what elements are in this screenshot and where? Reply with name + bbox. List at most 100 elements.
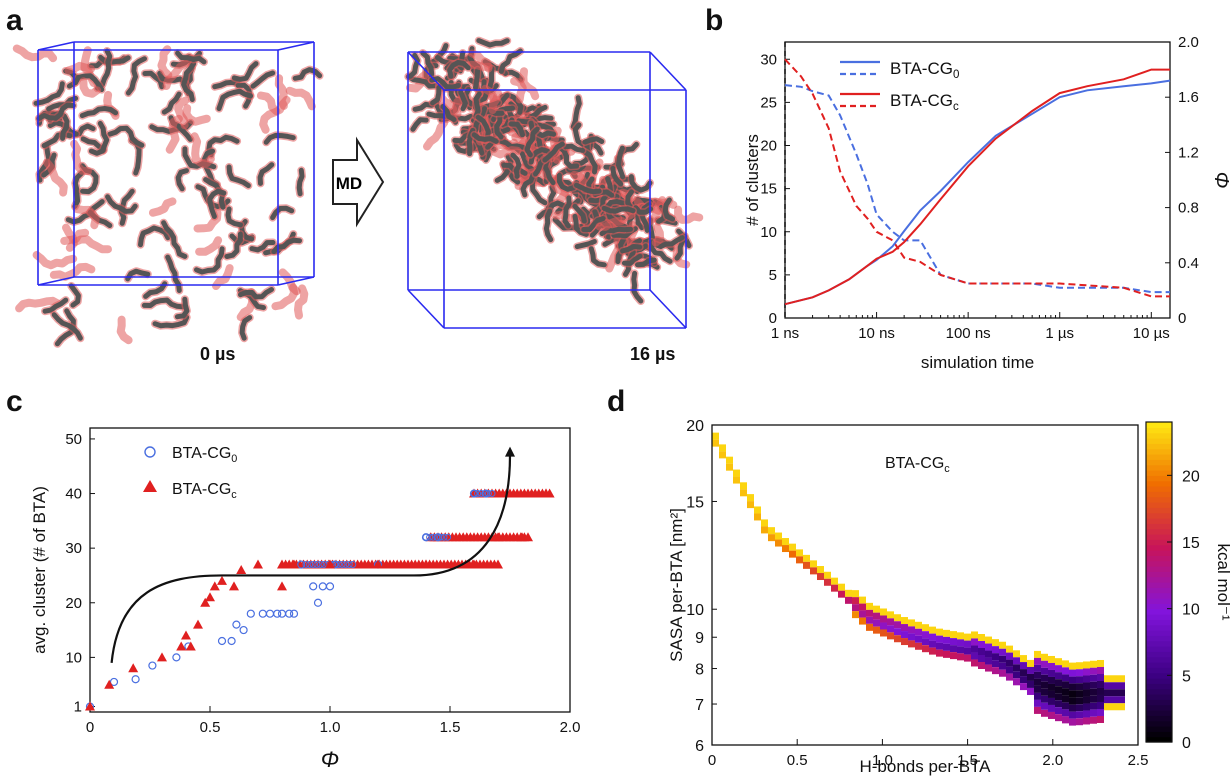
colorbar-segment: [1146, 704, 1172, 711]
data-point-cgc: [472, 488, 483, 498]
molecule-shell: [49, 262, 96, 281]
molecule-core: [107, 125, 145, 148]
data-point-cgc: [493, 559, 503, 569]
heatmap-cell: [901, 617, 908, 625]
heatmap-cell: [957, 639, 964, 647]
molecule-shell: [15, 296, 62, 313]
molecule-shell: [519, 67, 540, 101]
heatmap-cell: [733, 476, 740, 484]
heatmap-cell: [1062, 681, 1069, 689]
data-point-cgc: [345, 559, 356, 569]
data-point-cgc: [436, 532, 447, 542]
x-tick-label: 0: [86, 719, 94, 736]
data-point-cgc: [469, 559, 479, 569]
colorbar-segment: [1146, 422, 1172, 428]
molecule-core: [407, 52, 420, 79]
heatmap-cell: [1013, 671, 1020, 679]
heatmap-cell: [1076, 711, 1083, 719]
molecule-core: [206, 134, 240, 158]
y2-tick-label: 1.6: [1178, 89, 1199, 106]
heatmap-cell: [1055, 707, 1062, 715]
heatmap-cell: [796, 556, 803, 564]
heatmap-cell: [1083, 717, 1090, 725]
heatmap-cell: [747, 501, 754, 509]
data-point-cgc: [508, 532, 519, 542]
data-point-cg0: [318, 582, 327, 591]
molecule-shell: [62, 223, 78, 252]
molecule-shell: [674, 205, 704, 224]
heatmap-cell: [1097, 708, 1104, 716]
data-point-cgc: [370, 559, 381, 569]
heatmap-cell: [1083, 696, 1090, 704]
heatmap-cell: [866, 609, 873, 617]
heatmap-cell: [964, 654, 971, 662]
heatmap-cell: [1041, 653, 1048, 661]
data-point-cg0: [148, 661, 157, 670]
panel-letter-b: b: [705, 4, 724, 37]
y2-tick-label: 2.0: [1178, 34, 1199, 51]
data-point-cgc: [229, 581, 239, 591]
heatmap-cell: [985, 664, 992, 672]
heatmap-cell: [936, 642, 943, 650]
molecule-core: [142, 70, 165, 90]
heatmap-cell: [1083, 682, 1090, 690]
data-point-cgc: [349, 559, 359, 569]
molecule-shell: [190, 132, 215, 168]
heatmap-cell: [1048, 690, 1055, 698]
colorbar-segment: [1146, 475, 1172, 482]
heatmap-cell: [1034, 664, 1041, 672]
colorbar-segment: [1146, 614, 1172, 620]
x-tick-label: 10 ns: [858, 325, 895, 342]
data-point-cg0: [320, 561, 328, 569]
heatmap-cell: [859, 610, 866, 618]
heatmap-cell: [957, 653, 964, 661]
molecule-core: [639, 202, 652, 233]
y2-tick-label: 1.2: [1178, 144, 1199, 161]
heatmap-cell: [1006, 673, 1013, 681]
data-point-cgc: [373, 559, 383, 569]
data-point-cg0: [309, 582, 318, 591]
heatmap-cell: [978, 633, 985, 641]
x-tick-label: 1.5: [440, 719, 461, 736]
data-point-cgc: [284, 559, 295, 569]
colorbar-segment: [1146, 438, 1172, 444]
heatmap-cell: [873, 605, 880, 613]
molecule-shell: [157, 45, 173, 79]
heatmap-cell: [943, 636, 950, 644]
data-point-cg0: [440, 533, 448, 541]
molecule-shell: [116, 315, 133, 345]
heatmap-cell: [1055, 679, 1062, 687]
data-point-cgc: [277, 581, 287, 591]
box-edge: [649, 51, 687, 91]
heatmap-cell: [831, 577, 838, 585]
molecule-core: [631, 270, 644, 304]
data-point-cgc: [309, 559, 320, 569]
heatmap-cell: [1006, 659, 1013, 667]
colorbar-segment: [1146, 550, 1172, 556]
colorbar-segment: [1146, 507, 1172, 514]
data-point-cgc: [157, 652, 167, 662]
data-point-cgc: [523, 532, 533, 542]
data-point-cg0: [184, 642, 193, 651]
y-tick-label: 5: [769, 267, 777, 284]
molecule-core: [125, 268, 151, 282]
colorbar-segment: [1146, 603, 1172, 610]
heatmap-cell: [1083, 703, 1090, 711]
data-point-cgc: [433, 532, 443, 542]
data-point-cgc: [424, 559, 435, 569]
heatmap-cell: [1020, 655, 1027, 663]
data-point-cgc: [482, 559, 493, 569]
heatmap-cell: [1104, 689, 1111, 697]
data-point-cgc: [295, 559, 305, 569]
data-point-cg0: [338, 561, 346, 569]
heatmap-cell: [1034, 706, 1041, 714]
molecule-core: [652, 235, 685, 250]
heatmap-cell: [999, 648, 1006, 656]
data-point-cgc: [515, 488, 526, 498]
colorbar-segment: [1146, 683, 1172, 690]
heatmap-cell: [1090, 709, 1097, 717]
heatmap-cell: [845, 596, 852, 604]
heatmap-cell: [852, 597, 859, 605]
colorbar-segment: [1146, 544, 1172, 551]
data-point-cgc: [431, 559, 442, 569]
